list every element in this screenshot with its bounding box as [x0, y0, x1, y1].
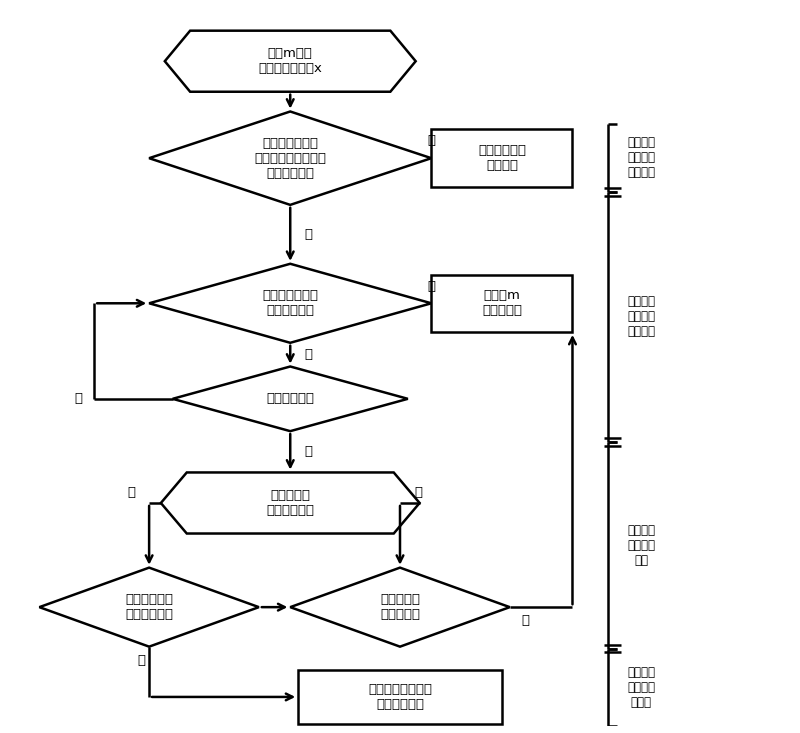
Text: 是: 是: [304, 446, 312, 458]
Text: 否: 否: [74, 392, 82, 405]
Text: 是: 是: [427, 134, 435, 147]
Text: 否: 否: [304, 228, 312, 241]
Text: 是: 是: [427, 279, 435, 292]
Text: 第四阶段
重路由转
发阶段: 第四阶段 重路由转 发阶段: [627, 666, 655, 709]
Text: 直接转发报文
到下一跳: 直接转发报文 到下一跳: [478, 144, 526, 172]
Text: 将报文m
传回源节点: 将报文m 传回源节点: [482, 290, 522, 317]
Text: 源节点与代理
节点是否断开: 源节点与代理 节点是否断开: [125, 593, 173, 621]
Text: 等待是否超时: 等待是否超时: [266, 392, 314, 405]
Text: 查看代理节点路
由表是否有通向目的
节点的下一跳: 查看代理节点路 由表是否有通向目的 节点的下一跳: [254, 136, 326, 180]
Bar: [298, 670, 502, 724]
Text: 源节点是否
有空闲存储: 源节点是否 有空闲存储: [380, 593, 420, 621]
Text: 是: 是: [138, 654, 146, 667]
Bar: [431, 275, 573, 332]
Text: 第二阶段
等待取回
报文阶段: 第二阶段 等待取回 报文阶段: [627, 295, 655, 339]
Text: 是: 是: [522, 614, 530, 627]
Text: 第三阶段
主动询问
阶段: 第三阶段 主动询问 阶段: [627, 524, 655, 567]
Text: 否: 否: [127, 487, 135, 499]
Text: 否: 否: [304, 348, 312, 361]
Text: 调用源节点
主动询问机制: 调用源节点 主动询问机制: [266, 489, 314, 517]
Text: 报文m成功
发送到代理节点x: 报文m成功 发送到代理节点x: [258, 47, 322, 75]
Text: 第一阶段
直接查表
转发阶段: 第一阶段 直接查表 转发阶段: [627, 136, 655, 180]
Bar: [431, 130, 573, 187]
Text: 代理节点启动路由
机制导路转发: 代理节点启动路由 机制导路转发: [368, 683, 432, 711]
Text: 是否收到源节点
取回报文请求: 是否收到源节点 取回报文请求: [262, 290, 318, 317]
Text: 否: 否: [414, 487, 422, 499]
